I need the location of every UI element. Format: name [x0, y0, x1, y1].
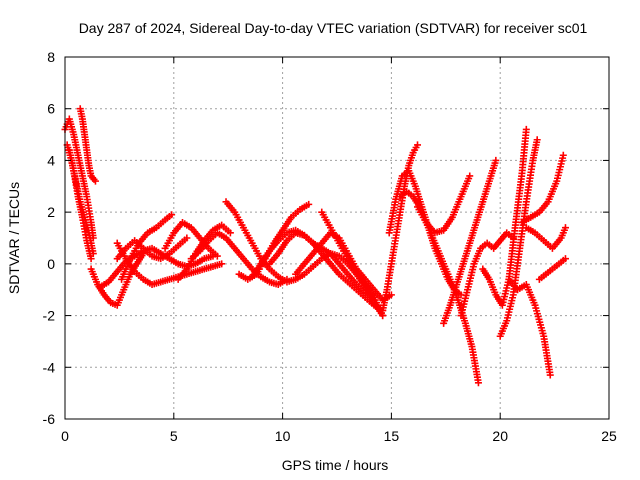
series-track-19	[379, 141, 422, 314]
data-point	[561, 224, 569, 232]
data-point	[414, 141, 422, 149]
y-tick-label: -4	[43, 359, 56, 375]
series-track-11	[174, 221, 234, 283]
y-axis-label: SDTVAR / TECUs	[6, 182, 22, 294]
x-tick-label: 25	[601, 428, 617, 444]
x-axis-label: GPS time / hours	[282, 457, 389, 473]
data-point	[466, 172, 474, 180]
x-tick-label: 0	[61, 428, 69, 444]
axes	[64, 56, 610, 420]
series-track-13	[222, 198, 387, 320]
data-point	[91, 177, 99, 185]
data-point	[226, 229, 234, 237]
series-track-3	[65, 146, 95, 263]
data-point	[168, 211, 176, 219]
chart-title: Day 287 of 2024, Sidereal Day-to-day VTE…	[79, 20, 588, 36]
series-track-4	[76, 105, 99, 185]
x-tick-label: 20	[492, 428, 508, 444]
series-track-30	[535, 255, 569, 283]
series-track-23	[440, 156, 500, 327]
y-tick-label: 8	[47, 49, 55, 65]
data-point	[546, 371, 554, 379]
data-point	[492, 156, 500, 164]
data-point	[474, 379, 482, 387]
data-point	[213, 252, 221, 260]
series-track-1	[61, 115, 97, 242]
data-point	[533, 136, 541, 144]
series-track-25	[479, 125, 530, 309]
series-track-27	[505, 275, 554, 379]
data-point	[87, 255, 95, 263]
data-points	[61, 105, 569, 387]
x-tick-label: 15	[384, 428, 400, 444]
y-tick-label: -2	[43, 308, 56, 324]
tick-labels: 0 5 10 15 20 25 -6 -4 -2 0 2 4 6 8	[43, 49, 617, 444]
data-point	[559, 151, 567, 159]
series-track-28	[518, 151, 567, 226]
data-point	[305, 200, 313, 208]
data-point	[218, 260, 226, 268]
series-track-26	[496, 136, 541, 340]
y-tick-label: 2	[47, 204, 55, 220]
data-point	[183, 234, 191, 242]
data-point	[561, 255, 569, 263]
x-tick-label: 10	[275, 428, 291, 444]
series-track-18	[318, 208, 387, 320]
y-tick-label: 6	[47, 101, 55, 117]
data-point	[522, 125, 530, 133]
series-track-9	[113, 234, 191, 263]
series-track-29	[522, 224, 569, 252]
y-tick-label: 4	[47, 152, 55, 168]
x-tick-label: 5	[170, 428, 178, 444]
grid-lines	[65, 57, 609, 419]
series-track-22	[414, 172, 474, 237]
y-tick-label: -6	[43, 411, 56, 427]
y-tick-label: 0	[47, 256, 55, 272]
plot-frame	[64, 56, 610, 420]
